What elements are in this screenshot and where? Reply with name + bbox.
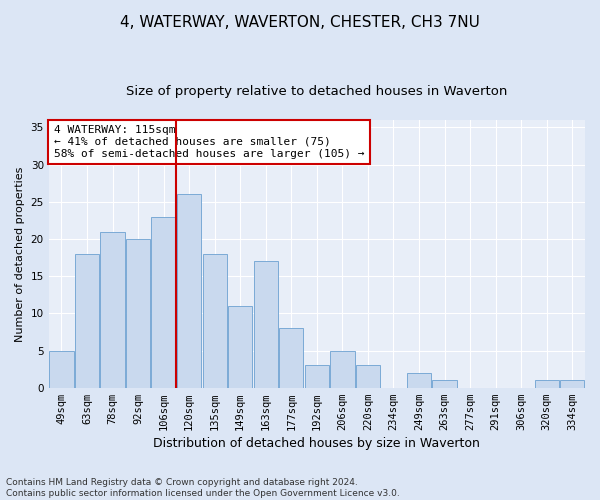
Bar: [75, 254, 99, 388]
Bar: [49, 350, 74, 388]
Bar: [100, 232, 125, 388]
Bar: [560, 380, 584, 388]
Bar: [535, 380, 559, 388]
Bar: [203, 254, 227, 388]
Title: Size of property relative to detached houses in Waverton: Size of property relative to detached ho…: [126, 85, 508, 98]
Bar: [356, 366, 380, 388]
Bar: [279, 328, 304, 388]
X-axis label: Distribution of detached houses by size in Waverton: Distribution of detached houses by size …: [154, 437, 480, 450]
Bar: [305, 366, 329, 388]
Bar: [330, 350, 355, 388]
Y-axis label: Number of detached properties: Number of detached properties: [15, 166, 25, 342]
Bar: [177, 194, 201, 388]
Text: 4, WATERWAY, WAVERTON, CHESTER, CH3 7NU: 4, WATERWAY, WAVERTON, CHESTER, CH3 7NU: [120, 15, 480, 30]
Bar: [126, 239, 150, 388]
Bar: [151, 216, 176, 388]
Bar: [228, 306, 253, 388]
Text: Contains HM Land Registry data © Crown copyright and database right 2024.
Contai: Contains HM Land Registry data © Crown c…: [6, 478, 400, 498]
Bar: [433, 380, 457, 388]
Text: 4 WATERWAY: 115sqm
← 41% of detached houses are smaller (75)
58% of semi-detache: 4 WATERWAY: 115sqm ← 41% of detached hou…: [54, 126, 365, 158]
Bar: [407, 373, 431, 388]
Bar: [254, 262, 278, 388]
